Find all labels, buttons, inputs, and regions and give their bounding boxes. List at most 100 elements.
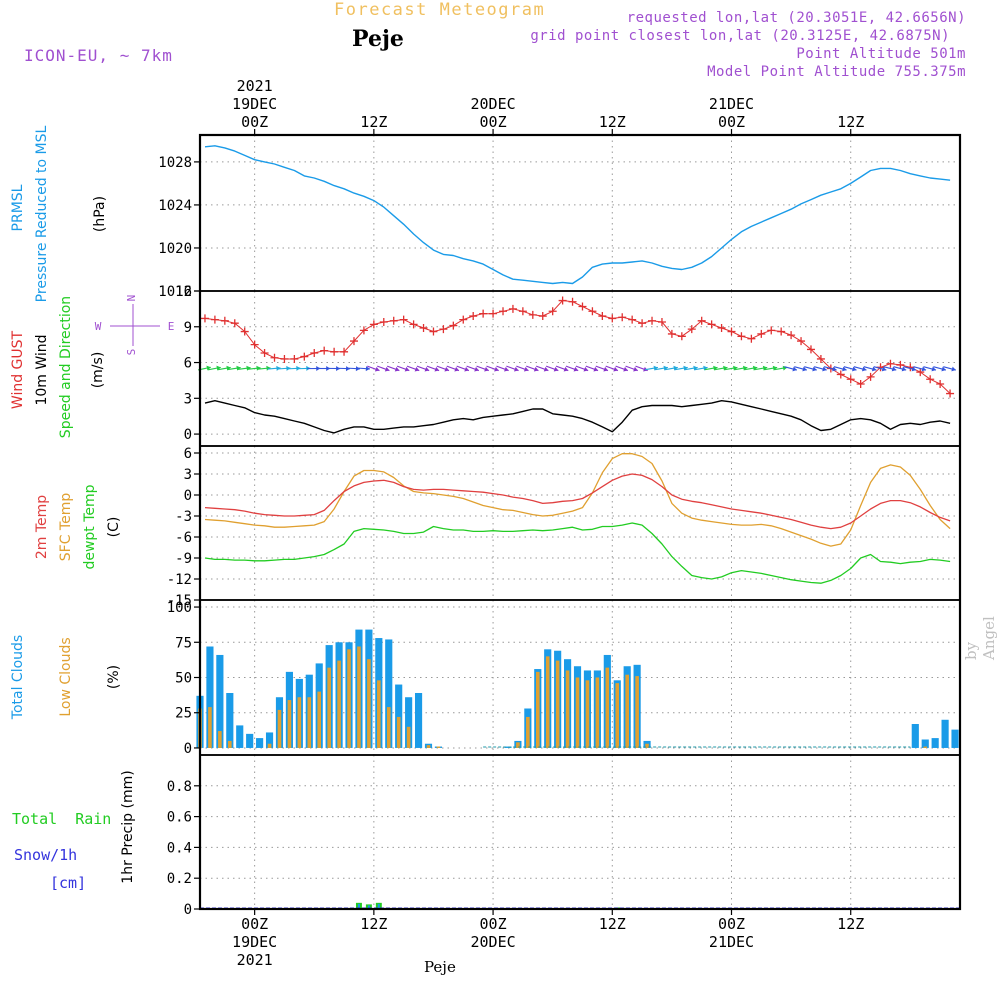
wind-direction-arrow [893,366,907,372]
rain-bar-inner [357,903,360,909]
wind-arrow-head [593,366,599,372]
wind-direction-arrow [486,365,499,372]
temp-sfc-label: SFC Temp [58,493,74,562]
temp-2m-line [204,473,951,530]
wind-arrow-head [802,366,807,372]
wind-gust-marker [429,327,438,336]
wind-direction-arrow [794,366,807,372]
rain-bar-inner [377,903,380,909]
wind-arrow-head [573,366,579,372]
wind-gust-marker [936,380,945,388]
wind-gust-marker [886,359,895,368]
wind-direction-arrow [943,366,957,372]
wind-gust-marker [459,315,468,324]
low-cloud-bar [327,667,331,748]
low-cloud-bar [337,660,341,748]
wind-arrow-head [384,366,390,372]
wind-gust-marker [638,319,647,328]
wind-gust-marker [866,372,875,381]
wind-direction-arrow [903,366,917,372]
wind-gust-marker [797,337,806,346]
wind-gust-marker [677,332,686,341]
y-tick-label: 100 [167,600,192,616]
low-cloud-bar [307,697,312,748]
wind-arrow-head [871,366,877,372]
y-tick-label: -15 [167,593,192,609]
total-cloud-bar [236,725,244,748]
y-tick-label: 75 [175,635,192,651]
wind-gust-marker [280,354,289,363]
wind-direction-arrow [784,366,798,372]
wind-gust-marker [717,323,726,332]
wind-arrow-head [365,366,370,372]
wind-direction-arrow [436,365,450,372]
wind-direction-arrow [595,365,609,372]
y-tick-label: 0.6 [167,810,192,826]
wind-arrow-head [603,366,608,372]
wind-direction-arrow [526,365,539,372]
y-tick-label: -6 [175,530,192,546]
low-cloud-bar [287,700,292,748]
wind-arrow-head [713,365,718,371]
wind-gust-marker [578,302,587,311]
wind-arrow-head [424,366,430,372]
y-tick-label: 25 [175,706,192,722]
wind-gust-marker [816,354,825,363]
wind-gust-marker [806,345,815,354]
wind-arrow-head [663,365,668,371]
wind-speed-dir-label: Speed and Direction [58,296,74,438]
wind-arrow-head [951,366,956,372]
wind-gust-marker [528,310,537,319]
wind-arrow-head [543,366,549,372]
wind-arrow-head [852,366,857,372]
wind-direction-arrow [496,365,509,372]
wind-direction-arrow [386,365,400,372]
wind-arrow-head [266,365,271,371]
wind-arrow-head [414,366,420,372]
low-cloud-bar [923,746,928,748]
low-cloud-bar [347,649,351,748]
wind-arrow-head [673,365,678,371]
wind-arrow-head [762,365,768,371]
wind-gust-marker [697,316,706,325]
wind-direction-arrow [426,365,440,372]
y-tick-label: 0 [184,902,192,918]
wind-arrow-head [464,366,469,372]
low-cloud-bar [595,677,600,748]
pressure-unit-label: (hPa) [92,196,108,232]
low-cloud-bar [367,659,371,748]
wind-gust-marker [667,329,676,338]
wind-direction-arrow [744,365,758,371]
wind-direction-arrow [406,365,420,372]
clouds-low-label: Low Clouds [58,637,74,716]
low-cloud-bar [228,740,232,748]
y-tick-label: 0.8 [167,779,192,795]
wind-gust-marker [618,313,627,322]
text-layer: 1016 1020 1024 1028 0 3 6 9 12 -15 -12 -9 -6 -3 0 3 6 0 25… [10,77,864,969]
wind-gust-marker [737,332,746,341]
precip-snow-unit-label: [cm] [50,874,87,892]
wind-gust-marker [598,312,607,321]
low-cloud-bar [317,691,322,748]
y-tick-label: 6 [184,356,192,372]
wind-gust-marker [250,340,259,349]
wind-arrow-head [901,366,907,372]
wind-gust-marker [648,316,657,325]
panel-frame [199,134,961,292]
time-label-top: 12Z [599,113,626,131]
wind-direction-arrow [635,365,648,372]
axes-layer [194,129,962,915]
wind-arrow-head [941,366,946,372]
wind-arrow-head [553,366,559,372]
y-tick-label: 3 [184,467,192,483]
wind-direction-arrow [555,365,569,372]
wind-gust-marker [449,321,458,330]
wind-direction-arrow [833,366,847,372]
wind-direction-arrow [933,366,947,372]
wind-gust-marker [707,320,716,329]
low-cloud-bar [267,743,272,748]
wind-gust-label: Wind GUST [10,330,26,409]
wind-arrow-head [733,365,738,371]
wind-10m-line [204,400,951,434]
wind-gust-marker [260,349,269,357]
